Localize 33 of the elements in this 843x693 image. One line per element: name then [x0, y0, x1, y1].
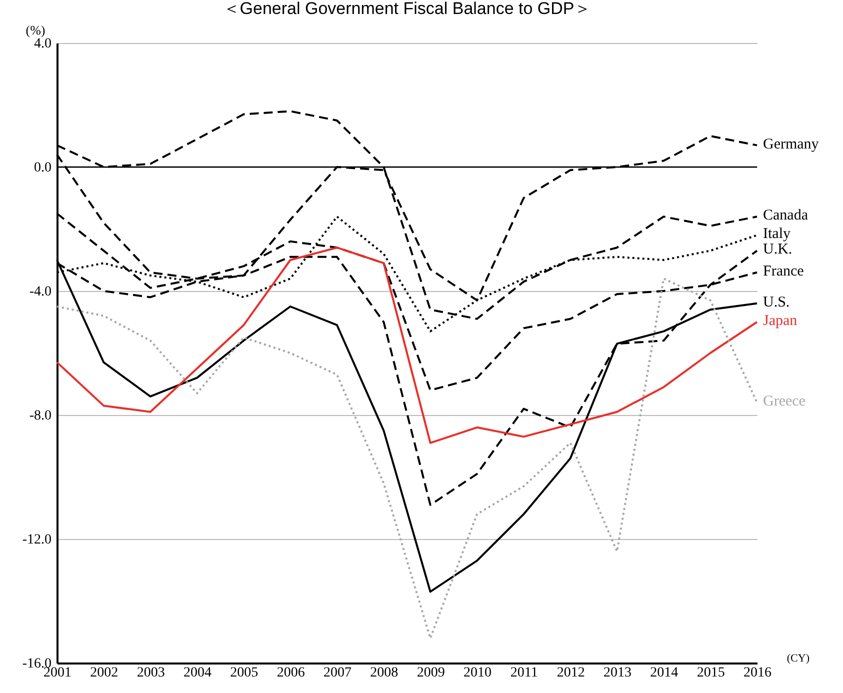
x-tick-label: 2002: [90, 666, 118, 680]
x-tick-label: 2015: [696, 666, 725, 680]
series-label: U.K.: [763, 242, 792, 258]
series-label: Japan: [763, 313, 798, 329]
y-tick-label: 4.0: [34, 36, 52, 52]
series-label: Germany: [763, 136, 820, 152]
x-tick-label: 2009: [416, 666, 445, 680]
x-tick-label: 2016: [744, 666, 772, 680]
x-tick-label: 2014: [650, 666, 678, 680]
series-label: Canada: [763, 208, 808, 224]
series-label: France: [763, 263, 804, 280]
x-tick-label: 2008: [370, 666, 398, 680]
line-series: [56, 246, 758, 444]
x-tick-label: 2007: [324, 666, 352, 680]
x-tick-label: 2010: [464, 666, 492, 680]
y-tick-label: -8.0: [29, 408, 52, 424]
x-tick-label: 2013: [604, 666, 632, 680]
y-tick-label: -4.0: [29, 284, 52, 300]
y-tick-label: 0.0: [34, 160, 52, 176]
series-label: Italy: [763, 226, 791, 242]
x-tick-label: 2012: [556, 666, 585, 680]
x-tick-label: 2005: [230, 666, 258, 680]
x-tick-label: 2003: [136, 666, 165, 680]
chart-title: ＜General Government Fiscal Balance to GDP＞: [222, 0, 592, 18]
line-series: [56, 278, 758, 640]
x-tick-label: 2011: [510, 666, 538, 680]
x-axis-title: (CY): [786, 652, 810, 664]
y-axis-title: (%): [26, 22, 46, 38]
x-tick-label: 2006: [276, 666, 305, 680]
series-label: Greece: [763, 394, 806, 410]
y-tick-label: -12.0: [22, 532, 52, 548]
series-label: U.S.: [763, 294, 790, 310]
x-tick-label: 2004: [184, 666, 212, 680]
